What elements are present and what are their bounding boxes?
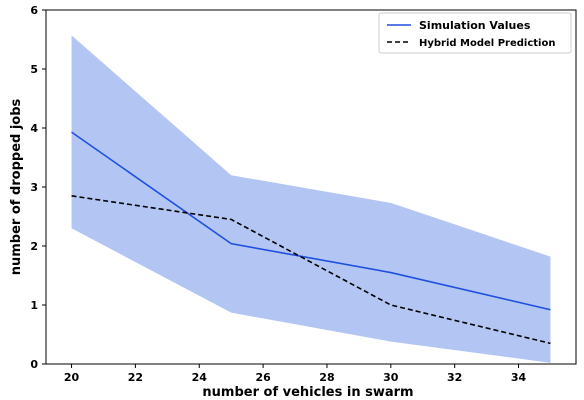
x-tick-label: 34	[511, 371, 527, 384]
legend: Simulation Values Hybrid Model Prediction	[378, 12, 572, 54]
x-tick-label: 24	[192, 371, 208, 384]
legend-label-1: Hybrid Model Prediction	[419, 38, 555, 49]
y-tick-label: 1	[30, 299, 38, 312]
x-axis-label: number of vehicles in swarm	[202, 385, 413, 400]
y-axis-label: number of dropped jobs	[9, 98, 24, 275]
legend-label-0: Simulation Values	[419, 19, 531, 32]
y-tick-label: 4	[30, 122, 38, 135]
y-tick-label: 2	[30, 240, 38, 253]
x-tick-label: 28	[319, 371, 334, 384]
y-tick-label: 3	[30, 181, 38, 194]
y-tick-label: 5	[30, 63, 38, 76]
legend-box	[378, 12, 572, 54]
x-tick-label: 26	[255, 371, 271, 384]
x-tick-label: 22	[128, 371, 143, 384]
confidence-band	[71, 35, 551, 363]
series-line-0	[71, 131, 551, 311]
series-line-1	[71, 195, 551, 345]
x-tick-label: 30	[383, 371, 399, 384]
y-tick-label: 0	[30, 358, 38, 371]
x-tick-label: 32	[447, 371, 462, 384]
y-tick-label: 6	[30, 4, 38, 17]
series-lines-layer	[71, 131, 551, 345]
x-tick-label: 20	[64, 371, 80, 384]
confidence-band-layer	[71, 35, 551, 363]
